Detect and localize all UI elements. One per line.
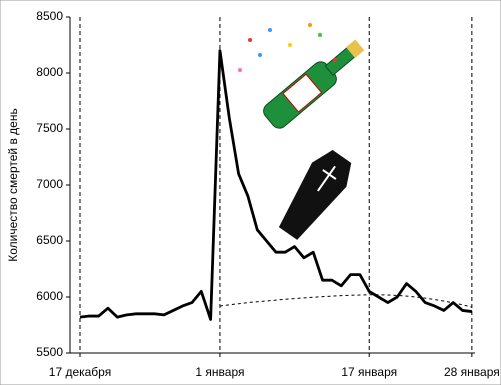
data-line xyxy=(79,49,473,321)
x-tick-label: 28 января xyxy=(444,365,500,379)
y-tick-label: 7500 xyxy=(36,121,63,135)
y-axis-label: Количество смертей в день xyxy=(6,108,20,261)
trend-line xyxy=(219,294,472,308)
coffin xyxy=(276,147,354,243)
y-tick-label: 8000 xyxy=(36,65,63,79)
x-tick-label: 17 декабря xyxy=(49,365,111,379)
y-tick-label: 8500 xyxy=(36,9,63,23)
x-tick-label: 1 января xyxy=(195,365,244,379)
y-tick-label: 7000 xyxy=(36,177,63,191)
x-tick-label: 17 января xyxy=(341,365,397,379)
y-tick-label: 6000 xyxy=(36,289,63,303)
champagne xyxy=(238,23,365,129)
y-tick-label: 6500 xyxy=(36,233,63,247)
y-tick-label: 5500 xyxy=(36,345,63,359)
